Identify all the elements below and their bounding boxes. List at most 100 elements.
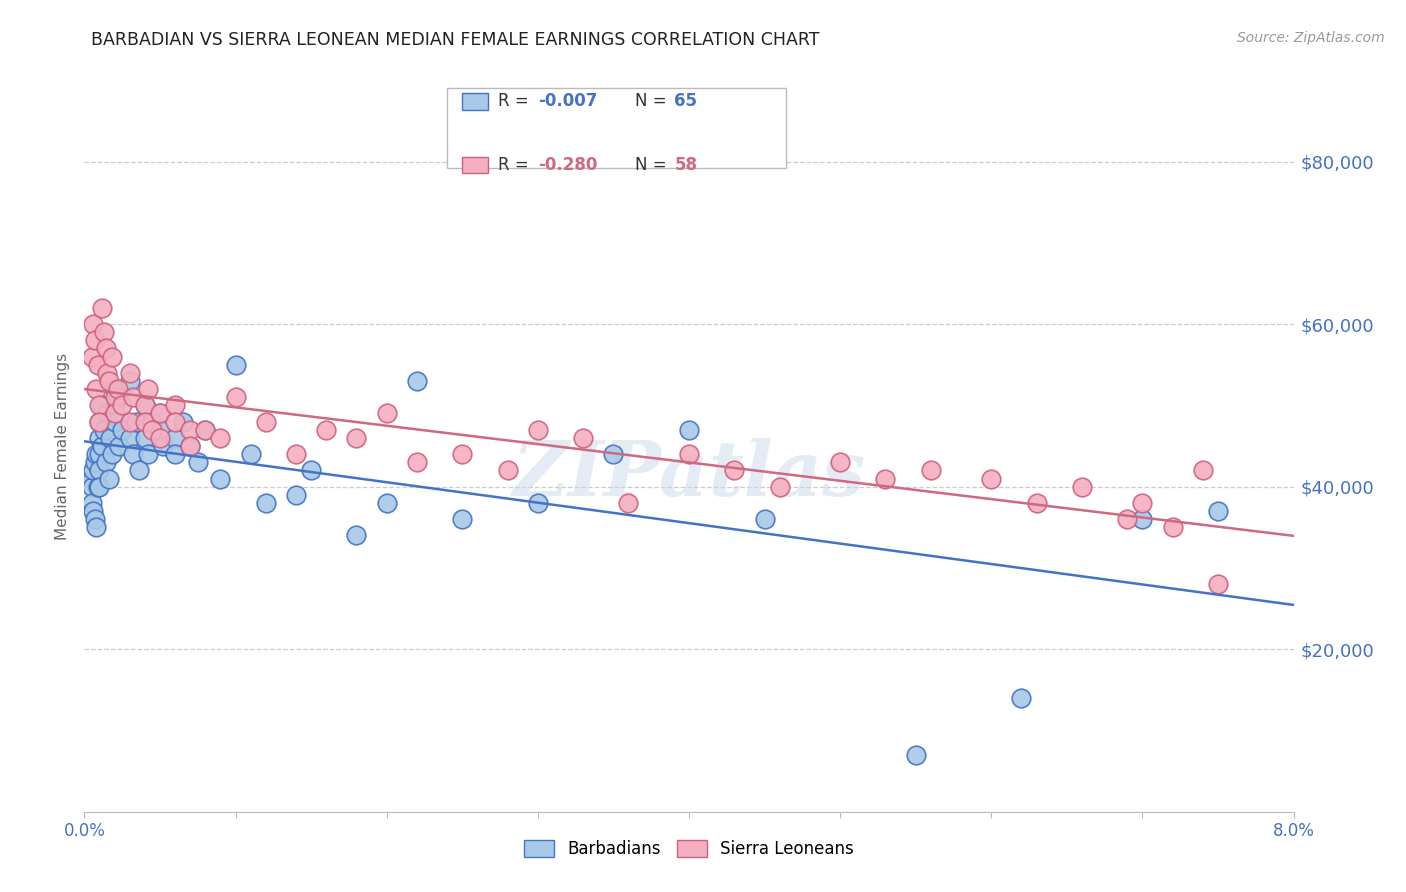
- Point: [134, 398, 156, 412]
- Point: [285, 447, 308, 461]
- Point: [617, 496, 640, 510]
- Point: [723, 463, 745, 477]
- Point: [904, 747, 927, 762]
- Point: [134, 431, 156, 445]
- Point: [107, 382, 129, 396]
- Point: [121, 390, 143, 404]
- Point: [179, 423, 201, 437]
- Point: [89, 480, 111, 494]
- Point: [451, 447, 474, 461]
- Point: [86, 382, 108, 396]
- Point: [209, 431, 232, 445]
- Point: [84, 512, 107, 526]
- Point: [136, 447, 159, 461]
- Point: [87, 480, 110, 494]
- Point: [149, 407, 172, 421]
- Point: [172, 415, 194, 429]
- Point: [87, 358, 110, 372]
- Point: [920, 463, 942, 477]
- Point: [89, 415, 111, 429]
- Point: [108, 439, 131, 453]
- Point: [527, 423, 550, 437]
- Point: [89, 431, 111, 445]
- Point: [209, 471, 232, 485]
- Point: [84, 334, 107, 348]
- Text: Source: ZipAtlas.com: Source: ZipAtlas.com: [1237, 31, 1385, 45]
- Point: [225, 390, 247, 404]
- Point: [107, 390, 129, 404]
- Point: [96, 407, 118, 421]
- Point: [1192, 463, 1215, 477]
- Point: [80, 471, 103, 485]
- Point: [315, 423, 337, 437]
- Point: [82, 504, 104, 518]
- Point: [136, 382, 159, 396]
- Point: [678, 447, 700, 461]
- Point: [104, 398, 127, 412]
- Point: [1161, 520, 1184, 534]
- Point: [93, 423, 115, 437]
- Point: [239, 447, 262, 461]
- Point: [346, 431, 368, 445]
- Point: [104, 390, 127, 404]
- Point: [1206, 577, 1229, 591]
- Point: [93, 325, 115, 339]
- Point: [875, 471, 897, 485]
- Point: [121, 447, 143, 461]
- Point: [118, 415, 141, 429]
- Point: [134, 415, 156, 429]
- Point: [91, 439, 114, 453]
- Point: [89, 398, 111, 412]
- Point: [104, 415, 127, 429]
- Point: [980, 471, 1002, 485]
- Text: R =: R =: [498, 93, 534, 111]
- Point: [104, 382, 127, 396]
- Point: [104, 407, 127, 421]
- Point: [254, 415, 277, 429]
- Point: [1071, 480, 1094, 494]
- Point: [89, 415, 111, 429]
- Point: [194, 423, 217, 437]
- Point: [82, 317, 104, 331]
- Point: [98, 431, 121, 445]
- Point: [80, 480, 103, 494]
- Point: [375, 407, 398, 421]
- Point: [165, 398, 187, 412]
- Point: [406, 374, 429, 388]
- Point: [118, 374, 141, 388]
- Point: [754, 512, 776, 526]
- Point: [118, 366, 141, 380]
- Legend: Barbadians, Sierra Leoneans: Barbadians, Sierra Leoneans: [523, 840, 855, 858]
- Point: [602, 447, 624, 461]
- Point: [134, 398, 156, 412]
- Point: [118, 431, 141, 445]
- Point: [1206, 504, 1229, 518]
- FancyBboxPatch shape: [461, 157, 488, 173]
- FancyBboxPatch shape: [447, 87, 786, 168]
- Text: R =: R =: [498, 156, 534, 174]
- FancyBboxPatch shape: [461, 94, 488, 110]
- Point: [91, 398, 114, 412]
- Point: [94, 455, 117, 469]
- Point: [149, 431, 172, 445]
- Point: [1011, 690, 1033, 705]
- Point: [149, 423, 172, 437]
- Point: [149, 407, 172, 421]
- Point: [80, 496, 103, 510]
- Point: [165, 431, 187, 445]
- Text: ZIPatlas: ZIPatlas: [512, 438, 866, 512]
- Point: [451, 512, 474, 526]
- Point: [1132, 512, 1154, 526]
- Point: [346, 528, 368, 542]
- Point: [141, 415, 163, 429]
- Point: [527, 496, 550, 510]
- Text: N =: N =: [634, 156, 672, 174]
- Text: 58: 58: [675, 156, 697, 174]
- Point: [254, 496, 277, 510]
- Point: [86, 447, 108, 461]
- Point: [179, 439, 201, 453]
- Point: [1132, 496, 1154, 510]
- Text: 65: 65: [675, 93, 697, 111]
- Point: [496, 463, 519, 477]
- Y-axis label: Median Female Earnings: Median Female Earnings: [55, 352, 70, 540]
